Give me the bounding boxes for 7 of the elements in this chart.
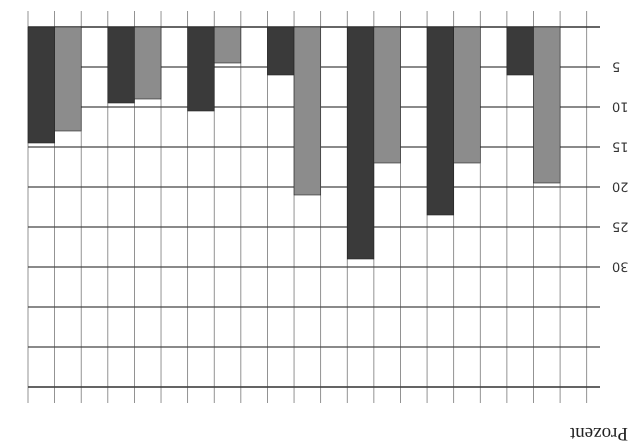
- y-tick-label: 30: [612, 258, 629, 274]
- y-tick-label: 20: [612, 178, 629, 194]
- y-tick-label: 15: [612, 138, 629, 154]
- y-tick-label: 10: [612, 98, 629, 114]
- y-tick-label: 5: [612, 58, 620, 74]
- y-tick-label: 25: [612, 218, 629, 234]
- text: Prozent: [569, 423, 628, 444]
